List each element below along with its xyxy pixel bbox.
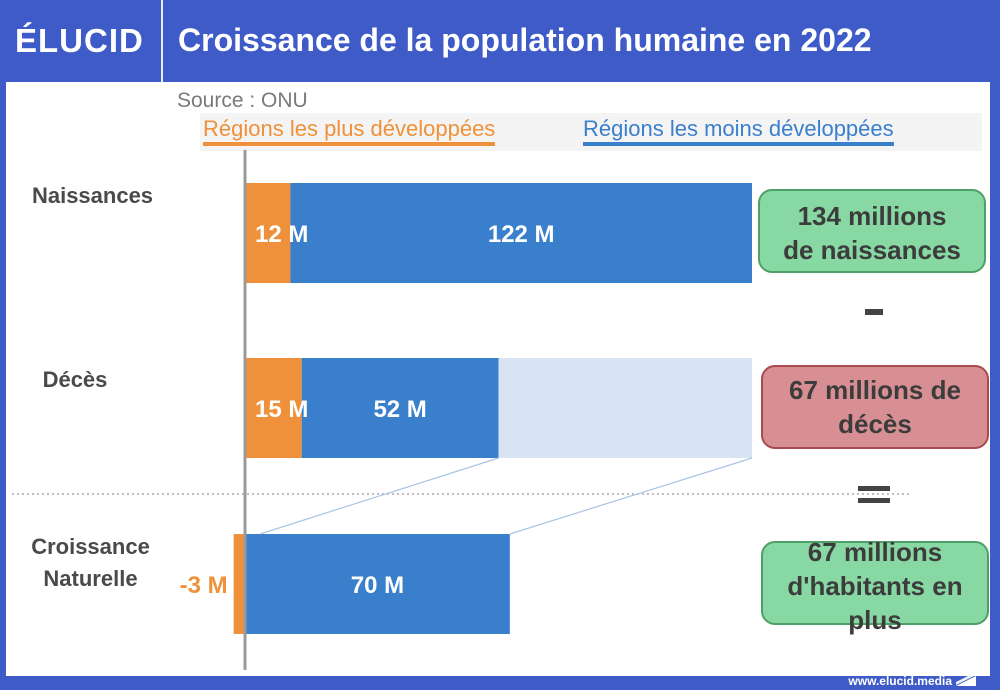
minus-operator — [865, 309, 883, 315]
growth-summary-line1: 67 millions — [807, 537, 943, 567]
category-label-deaths: Décès — [42, 367, 108, 392]
deaths-summary-line1: 67 millions de — [789, 375, 961, 405]
header-divider — [161, 0, 163, 82]
equals-operator-top — [858, 486, 890, 491]
deaths-summary-line2: décès — [838, 409, 912, 439]
bar-label-less-developed: 122 M — [488, 221, 555, 248]
bar-label-more-developed: -3 M — [180, 572, 228, 599]
bar-less-developed — [245, 534, 510, 634]
bar-more-developed — [233, 534, 245, 634]
bar-more-developed — [245, 358, 302, 458]
connector-line-left — [259, 457, 499, 535]
bar-more-developed — [245, 183, 291, 283]
category-label-births: Naissances — [31, 183, 154, 208]
footer-url[interactable]: www.elucid.media — [848, 674, 952, 688]
births-summary-line2: de naissances — [783, 235, 961, 265]
deaths-summary-box: 67 millions de décès — [761, 365, 989, 449]
bar-label-more-developed: 12 M — [255, 221, 308, 248]
bar-label-less-developed: 52 M — [373, 396, 426, 423]
growth-summary-line3: plus — [848, 605, 902, 635]
births-summary-box: 134 millions de naissances — [758, 189, 986, 273]
bar-label-more-developed: 15 M — [255, 396, 308, 423]
bar-label-less-developed: 70 M — [351, 572, 404, 599]
bar-less-developed — [301, 358, 499, 458]
header-bar: ÉLUCID Croissance de la population humai… — [0, 0, 1000, 82]
connector-line-right — [509, 457, 753, 535]
elucid-logo: ÉLUCID — [15, 22, 144, 59]
bar-less-developed — [290, 183, 752, 283]
equals-operator-bottom — [858, 498, 890, 503]
growth-summary-box: 67 millions d'habitants en plus — [761, 537, 989, 635]
elucid-flag-icon — [956, 672, 976, 686]
growth-summary-line2: d'habitants en — [787, 571, 963, 601]
legend-less-developed: Régions les moins développées — [583, 116, 894, 146]
source-label: Source : ONU — [177, 89, 308, 112]
category-label-growth-line1: Croissance — [31, 534, 150, 559]
category-label-growth-line2: Naturelle — [43, 566, 138, 591]
page-title: Croissance de la population humaine en 2… — [178, 22, 872, 58]
legend-more-developed: Régions les plus développées — [203, 116, 496, 146]
births-summary-line1: 134 millions — [797, 201, 947, 231]
